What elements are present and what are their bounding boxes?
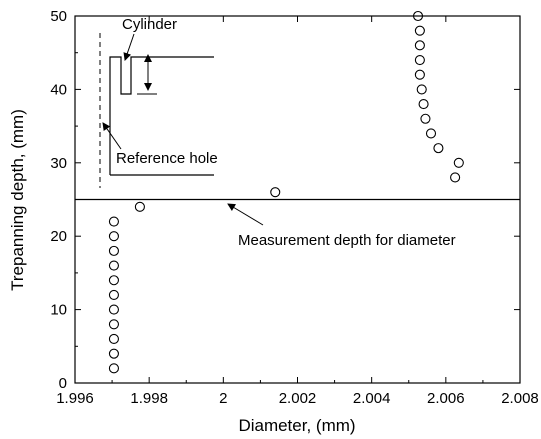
data-point <box>108 245 119 256</box>
x-tick-label: 2.006 <box>427 390 465 407</box>
data-point <box>108 333 119 345</box>
x-tick-label: 2.008 <box>501 390 539 407</box>
data-point <box>453 157 464 168</box>
data-point <box>450 172 461 183</box>
y-tick-label: 20 <box>50 228 67 245</box>
x-tick-label: 2.004 <box>353 390 391 407</box>
x-axis-title: Diameter, (mm) <box>238 416 355 435</box>
x-tick-label: 2 <box>219 390 227 407</box>
data-point <box>414 54 425 66</box>
data-point <box>108 289 119 300</box>
data-point <box>414 40 425 51</box>
y-tick-label: 50 <box>50 8 67 25</box>
y-tick-label: 40 <box>50 81 67 98</box>
data-point <box>433 143 444 154</box>
data-points <box>108 10 464 374</box>
data-point <box>108 275 119 286</box>
measurement-depth-arrow <box>227 203 264 226</box>
data-point <box>108 216 119 227</box>
data-point <box>108 319 119 330</box>
data-point <box>418 99 429 110</box>
data-point <box>412 10 424 22</box>
data-point <box>425 128 437 139</box>
data-point <box>414 25 425 36</box>
y-tick-label: 30 <box>50 155 67 172</box>
x-axis-ticks: 1.996 1.998 2 2.002 2.004 2.006 2.008 <box>56 16 539 407</box>
data-point <box>416 84 427 95</box>
cylinder-label: Cylinder <box>122 16 177 33</box>
measurement-depth-label: Measurement depth for diameter <box>238 232 456 249</box>
data-point <box>108 363 119 374</box>
data-point <box>108 260 119 271</box>
cylinder-label-arrow <box>123 33 135 61</box>
reference-hole-label: Reference hole <box>116 150 218 167</box>
y-tick-label: 10 <box>50 302 67 319</box>
data-point <box>108 304 119 315</box>
x-tick-label: 1.996 <box>56 390 94 407</box>
data-point <box>108 231 119 242</box>
data-point <box>270 187 281 198</box>
data-point <box>134 201 145 212</box>
inset-schematic: Cylinder Reference hole <box>99 16 218 188</box>
x-tick-label: 2.002 <box>279 390 317 407</box>
x-tick-label: 1.998 <box>130 390 168 407</box>
data-point <box>420 113 431 124</box>
y-axis-ticks: 0 10 20 30 40 50 <box>50 8 520 392</box>
data-point <box>108 348 119 359</box>
y-tick-label: 0 <box>59 375 67 392</box>
y-axis-title: Trepanning depth, (mm) <box>8 109 27 291</box>
data-point <box>414 69 425 80</box>
reference-hole-arrow <box>102 122 122 150</box>
